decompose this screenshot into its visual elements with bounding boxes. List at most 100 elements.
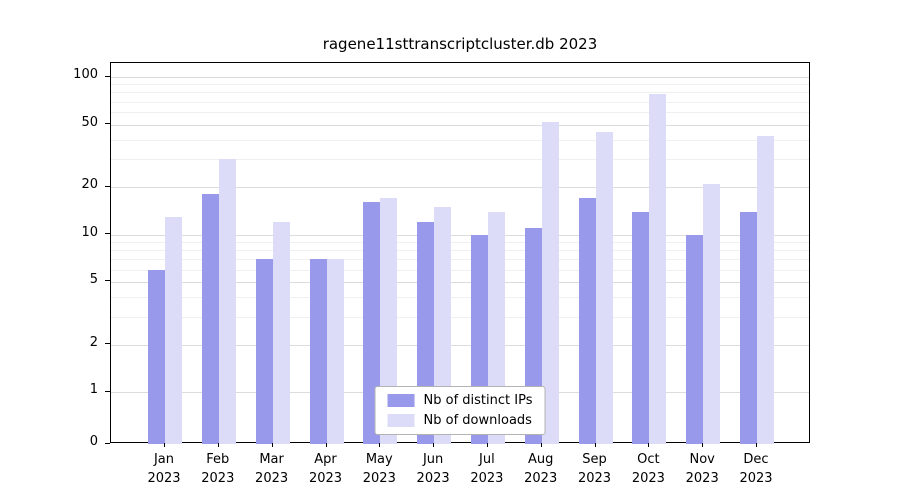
major-gridline	[111, 344, 809, 346]
y-tick	[105, 390, 110, 392]
minor-gridline	[111, 92, 809, 94]
x-tick-year: 2023	[308, 471, 343, 486]
bar-downloads-dec	[757, 136, 774, 444]
minor-gridline	[111, 249, 809, 251]
minor-gridline	[111, 101, 809, 103]
y-tick	[105, 123, 110, 124]
x-tick	[702, 443, 704, 447]
major-gridline	[111, 281, 809, 283]
x-tick-label: Jun 2023	[401, 450, 465, 488]
major-gridline	[111, 234, 809, 236]
bar-ips-dec	[740, 211, 757, 444]
y-tick	[105, 343, 110, 345]
x-tick-year: 2023	[362, 471, 396, 486]
bar-downloads-may	[380, 198, 398, 444]
x-tick-month: Apr	[314, 452, 337, 467]
minor-gridline	[111, 84, 809, 86]
bar-downloads-nov	[703, 183, 721, 444]
x-tick-month: Aug	[527, 452, 554, 467]
legend-swatch-distinct-ips	[387, 394, 415, 407]
x-tick-month: Jun	[422, 452, 444, 467]
y-tick-label: 2	[89, 334, 98, 350]
bar-downloads-feb	[218, 159, 236, 444]
bar-ips-apr	[309, 258, 327, 444]
x-tick-label: Feb 2023	[186, 450, 250, 488]
x-tick-label: Jul 2023	[455, 450, 519, 488]
bar-ips-oct	[632, 211, 650, 444]
x-tick-label: Jan 2023	[132, 450, 196, 488]
y-tick	[105, 280, 110, 282]
minor-gridline	[111, 269, 809, 271]
x-tick	[379, 443, 381, 447]
bar-ips-jan	[148, 269, 165, 444]
y-tick-label: 5	[89, 271, 98, 287]
x-tick	[540, 443, 542, 447]
x-tick-month: Dec	[743, 452, 769, 467]
major-gridline	[111, 187, 809, 189]
x-tick	[164, 443, 165, 447]
x-tick-month: Jul	[479, 452, 495, 467]
y-tick-label: 100	[73, 67, 98, 83]
plot-area	[110, 62, 810, 444]
legend-label-downloads: Nb of downloads	[423, 413, 532, 428]
x-tick	[486, 443, 488, 447]
y-tick-label: 0	[89, 434, 98, 449]
minor-gridline	[111, 112, 809, 113]
x-tick-label: Dec 2023	[724, 450, 788, 488]
bar-ips-mar	[255, 258, 273, 444]
y-tick	[105, 442, 110, 444]
major-gridline	[111, 77, 809, 79]
x-tick	[271, 443, 273, 447]
x-tick-month: May	[365, 452, 393, 467]
x-tick-label: Aug 2023	[509, 450, 573, 488]
x-tick-label: Nov 2023	[670, 450, 734, 488]
x-tick-year: 2023	[685, 471, 719, 486]
bar-ips-may	[363, 202, 381, 444]
minor-gridline	[111, 139, 809, 141]
x-tick	[594, 443, 596, 447]
x-tick-month: Sep	[582, 452, 607, 467]
bar-downloads-mar	[272, 222, 290, 444]
x-tick	[648, 443, 650, 447]
minor-gridline	[111, 316, 809, 318]
legend-swatch-downloads	[387, 414, 415, 427]
bar-ips-sep	[578, 198, 596, 444]
y-tick	[105, 233, 110, 234]
bar-downloads-sep	[595, 131, 613, 444]
legend-item-distinct-ips: Nb of distinct IPs	[387, 393, 533, 408]
x-tick-label: Mar 2023	[240, 450, 304, 488]
x-tick	[433, 443, 435, 447]
x-tick-month: Nov	[689, 452, 715, 467]
legend-label-distinct-ips: Nb of distinct IPs	[423, 393, 533, 408]
x-tick-year: 2023	[524, 471, 558, 486]
x-tick-label: May 2023	[347, 450, 411, 488]
bar-downloads-aug	[541, 121, 559, 444]
x-tick-year: 2023	[739, 471, 773, 486]
x-tick-month: Jan	[153, 452, 175, 467]
x-tick-label: Sep 2023	[563, 450, 627, 488]
x-tick-month: Feb	[206, 452, 230, 467]
bar-ips-feb	[201, 194, 219, 444]
minor-gridline	[111, 258, 809, 260]
x-tick-month: Mar	[259, 452, 284, 467]
major-gridline	[111, 124, 809, 126]
x-tick	[217, 443, 219, 447]
x-tick	[756, 443, 757, 447]
y-tick-label: 10	[81, 224, 98, 240]
bar-downloads-apr	[326, 258, 344, 444]
x-tick-year: 2023	[631, 471, 665, 486]
bar-downloads-jul	[487, 211, 505, 444]
y-tick-label: 20	[81, 177, 98, 193]
minor-gridline	[111, 297, 809, 299]
y-tick-label: 50	[81, 114, 98, 130]
y-tick-label: 1	[89, 382, 98, 397]
minor-gridline	[111, 159, 809, 161]
x-tick-year: 2023	[147, 471, 181, 486]
bar-downloads-jan	[165, 216, 182, 444]
x-tick-year: 2023	[201, 471, 235, 486]
bar-ips-nov	[686, 234, 704, 444]
y-tick	[105, 75, 110, 77]
x-tick-label: Oct 2023	[616, 450, 680, 488]
y-tick	[105, 185, 110, 187]
